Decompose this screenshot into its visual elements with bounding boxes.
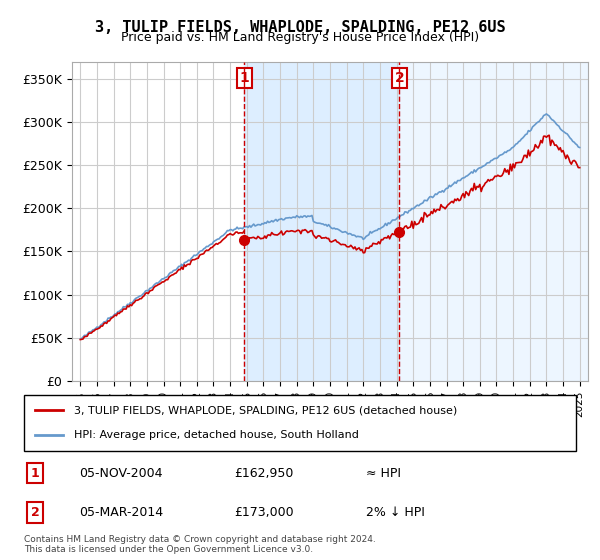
Text: Contains HM Land Registry data © Crown copyright and database right 2024.
This d: Contains HM Land Registry data © Crown c… xyxy=(24,535,376,554)
Text: 3, TULIP FIELDS, WHAPLODE, SPALDING, PE12 6US: 3, TULIP FIELDS, WHAPLODE, SPALDING, PE1… xyxy=(95,20,505,35)
Text: 2: 2 xyxy=(395,71,404,85)
Text: 2: 2 xyxy=(31,506,40,519)
Text: ≈ HPI: ≈ HPI xyxy=(366,466,401,480)
Text: 05-NOV-2004: 05-NOV-2004 xyxy=(79,466,163,480)
Text: 1: 1 xyxy=(31,466,40,480)
Text: HPI: Average price, detached house, South Holland: HPI: Average price, detached house, Sout… xyxy=(74,430,359,440)
Text: 05-MAR-2014: 05-MAR-2014 xyxy=(79,506,163,519)
Text: 3, TULIP FIELDS, WHAPLODE, SPALDING, PE12 6US (detached house): 3, TULIP FIELDS, WHAPLODE, SPALDING, PE1… xyxy=(74,405,457,416)
Bar xyxy=(400,62,588,381)
Text: £173,000: £173,000 xyxy=(234,506,293,519)
FancyBboxPatch shape xyxy=(24,395,576,451)
Text: 1: 1 xyxy=(239,71,249,85)
Text: £162,950: £162,950 xyxy=(234,466,293,480)
Text: Price paid vs. HM Land Registry's House Price Index (HPI): Price paid vs. HM Land Registry's House … xyxy=(121,31,479,44)
Text: 2% ↓ HPI: 2% ↓ HPI xyxy=(366,506,425,519)
Bar xyxy=(244,62,400,381)
